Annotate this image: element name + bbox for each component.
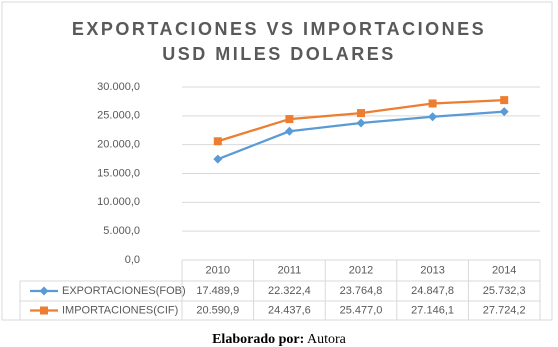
- data-label: 22.322,4: [268, 285, 311, 297]
- x-tick-label: 2013: [420, 264, 444, 276]
- data-label: 25.477,0: [340, 304, 383, 316]
- y-tick-label: 15.000,0: [97, 167, 140, 179]
- data-label: 24.437,6: [268, 304, 311, 316]
- legend-label: EXPORTACIONES(FOB): [62, 285, 186, 297]
- data-point: [285, 115, 294, 124]
- data-label: 27.724,2: [483, 304, 526, 316]
- y-tick-label: 5.000,0: [103, 225, 140, 237]
- caption: Elaborado por: Autora: [212, 332, 347, 347]
- data-point: [356, 118, 366, 128]
- legend-marker: [40, 306, 48, 315]
- y-tick-label: 0,0: [125, 254, 140, 266]
- chart-subtitle: USD MILES DOLARES: [162, 44, 396, 64]
- chart-title: EXPORTACIONES VS IMPORTACIONES: [72, 19, 486, 39]
- data-label: 23.764,8: [340, 285, 383, 297]
- data-point: [213, 154, 223, 164]
- y-tick-label: 25.000,0: [97, 110, 140, 122]
- y-tick-label: 10.000,0: [97, 196, 140, 208]
- x-tick-label: 2010: [206, 264, 230, 276]
- data-label: 25.732,3: [483, 285, 526, 297]
- chart-border: [1, 1, 553, 321]
- data-label: 20.590,9: [196, 304, 239, 316]
- x-tick-label: 2012: [349, 264, 373, 276]
- data-point: [499, 107, 509, 117]
- x-tick-label: 2014: [492, 264, 516, 276]
- data-point: [428, 112, 438, 122]
- data-label: 17.489,9: [196, 285, 239, 297]
- legend-marker: [39, 286, 49, 296]
- caption-label: Elaborado por:: [212, 332, 304, 347]
- x-tick-label: 2011: [278, 264, 302, 276]
- y-tick-label: 20.000,0: [97, 139, 140, 151]
- data-point: [357, 109, 365, 118]
- data-point: [284, 126, 294, 136]
- data-point: [428, 99, 437, 108]
- legend-label: IMPORTACIONES(CIF): [62, 304, 178, 316]
- data-label: 24.847,8: [411, 285, 454, 297]
- caption-text: Autora: [307, 332, 347, 347]
- data-label: 27.146,1: [411, 304, 454, 316]
- y-tick-label: 30.000,0: [97, 81, 140, 93]
- data-point: [213, 137, 222, 146]
- data-point: [500, 96, 509, 105]
